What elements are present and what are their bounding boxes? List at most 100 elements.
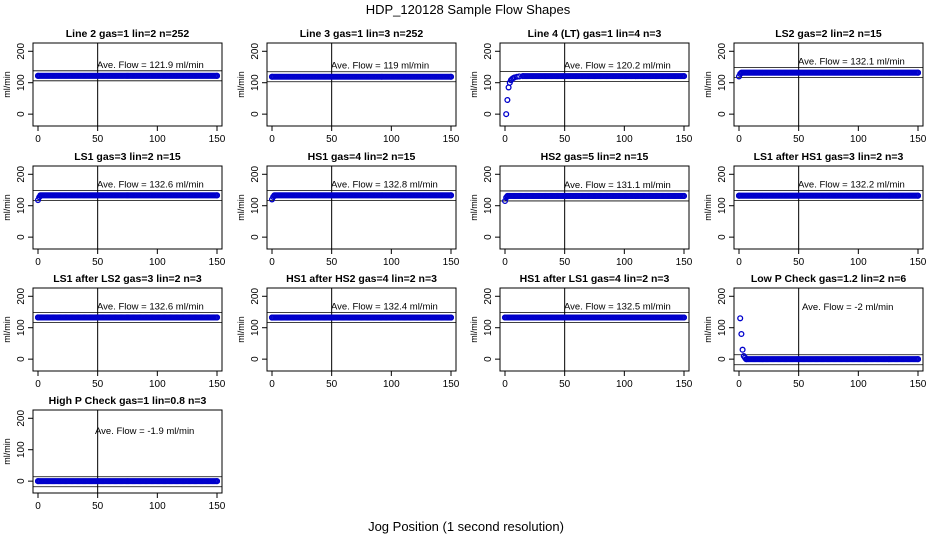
- y-axis-label: ml/min: [469, 316, 479, 343]
- panel-title: High P Check gas=1 lin=0.8 n=3: [49, 395, 207, 407]
- x-tick-label: 0: [35, 501, 41, 512]
- plot-frame: [266, 42, 457, 127]
- data-point: [213, 314, 221, 321]
- x-tick-label: 50: [559, 379, 571, 390]
- data-point: [914, 356, 922, 363]
- y-tick-label: 100: [483, 319, 494, 336]
- x-tick-label: 0: [269, 134, 275, 145]
- data-point: [447, 73, 455, 80]
- y-tick-label: 200: [717, 43, 728, 60]
- chart-panel: HS1 after HS2 gas=4 lin=2 n=3 0 50 100 150 0 1…: [236, 273, 460, 390]
- chart-panel: HS1 gas=4 lin=2 n=15 0 50 100 150 0 100 200 ml/m…: [236, 151, 460, 268]
- y-tick-label: 100: [483, 197, 494, 214]
- x-tick-label: 0: [35, 134, 41, 145]
- x-tick-label: 150: [676, 257, 693, 268]
- panel-title: Line 3 gas=1 lin=3 n=252: [300, 28, 424, 40]
- y-tick-label: 100: [250, 319, 261, 336]
- panel-title: HS1 after HS2 gas=4 lin=2 n=3: [286, 273, 437, 285]
- data-point: [505, 84, 512, 91]
- chart-panel: Line 2 gas=1 lin=2 n=252 0 50 100 150 0 100 200…: [2, 28, 226, 145]
- y-tick-label: 100: [717, 74, 728, 91]
- x-tick-label: 150: [209, 379, 226, 390]
- mean-annotation: Ave. Flow = 132.5 ml/min: [564, 302, 671, 313]
- x-tick-label: 100: [149, 257, 166, 268]
- x-tick-label: 150: [676, 134, 693, 145]
- y-tick-label: 0: [16, 111, 27, 117]
- y-tick-label: 0: [250, 111, 261, 117]
- y-tick-label: 100: [250, 197, 261, 214]
- x-tick-label: 50: [559, 134, 571, 145]
- y-axis-label: ml/min: [2, 316, 12, 343]
- x-tick-label: 50: [92, 134, 104, 145]
- plot-frame: [266, 165, 457, 250]
- y-tick-label: 0: [483, 234, 494, 240]
- x-tick-label: 100: [850, 134, 867, 145]
- panel-title: LS2 gas=2 lin=2 n=15: [775, 28, 882, 40]
- x-tick-label: 100: [149, 134, 166, 145]
- chart-panel: Low P Check gas=1.2 lin=2 n=6 0 50 100 150 0 1…: [703, 273, 927, 390]
- plot-frame: [266, 287, 457, 372]
- plot-frame: [32, 42, 223, 127]
- plot-frame: [733, 287, 924, 372]
- data-point: [213, 72, 221, 79]
- x-tick-label: 150: [209, 257, 226, 268]
- panel-title: HS1 gas=4 lin=2 n=15: [308, 151, 416, 163]
- plot-frame: [733, 42, 924, 127]
- x-tick-label: 50: [326, 134, 338, 145]
- figure-xlabel: Jog Position (1 second resolution): [368, 519, 564, 534]
- mean-annotation: Ave. Flow = 132.8 ml/min: [331, 179, 438, 190]
- mean-annotation: Ave. Flow = 120.2 ml/min: [564, 60, 671, 71]
- data-point: [680, 192, 688, 200]
- plot-frame: [733, 165, 924, 250]
- mean-annotation: Ave. Flow = 131.1 ml/min: [564, 180, 671, 191]
- figure-title: HDP_120128 Sample Flow Shapes: [366, 2, 571, 17]
- mean-annotation: Ave. Flow = -2 ml/min: [802, 302, 893, 313]
- plot-frame: [499, 42, 690, 127]
- plot-frame: [32, 165, 223, 250]
- x-tick-label: 50: [793, 134, 805, 145]
- x-tick-label: 150: [209, 501, 226, 512]
- mean-annotation: Ave. Flow = 132.4 ml/min: [331, 302, 438, 313]
- y-axis-label: ml/min: [236, 71, 246, 98]
- x-tick-label: 50: [92, 501, 104, 512]
- x-tick-label: 100: [383, 134, 400, 145]
- x-tick-label: 100: [616, 379, 633, 390]
- y-axis-label: ml/min: [703, 194, 713, 221]
- x-tick-label: 0: [35, 379, 41, 390]
- chart-panel: LS1 after HS1 gas=3 lin=2 n=3 0 50 100 150 0 1…: [703, 151, 927, 268]
- x-tick-label: 0: [269, 257, 275, 268]
- panel-title: HS2 gas=5 lin=2 n=15: [541, 151, 649, 163]
- y-tick-label: 0: [250, 356, 261, 362]
- y-tick-label: 200: [483, 43, 494, 60]
- data-point: [513, 73, 520, 80]
- y-tick-label: 100: [16, 74, 27, 91]
- panel-title: Line 4 (LT) gas=1 lin=4 n=3: [528, 28, 662, 40]
- x-tick-label: 50: [92, 257, 104, 268]
- y-tick-label: 0: [717, 356, 728, 362]
- data-point: [503, 111, 510, 118]
- data-point: [680, 73, 688, 80]
- x-tick-label: 150: [910, 257, 927, 268]
- mean-annotation: Ave. Flow = 132.1 ml/min: [798, 57, 905, 68]
- panel-title: Line 2 gas=1 lin=2 n=252: [66, 28, 190, 40]
- x-tick-label: 0: [502, 134, 508, 145]
- y-tick-label: 200: [483, 166, 494, 183]
- x-tick-label: 100: [616, 134, 633, 145]
- y-axis-label: ml/min: [703, 71, 713, 98]
- data-point: [501, 197, 509, 205]
- chart-panel: LS1 gas=3 lin=2 n=15 0 50 100 150 0 100 200 ml/m…: [2, 151, 226, 268]
- y-axis-label: ml/min: [2, 71, 12, 98]
- mean-annotation: Ave. Flow = 132.6 ml/min: [97, 301, 204, 312]
- panel-title: HS1 after LS1 gas=4 lin=2 n=3: [520, 273, 670, 285]
- y-tick-label: 200: [717, 166, 728, 183]
- mean-annotation: Ave. Flow = -1.9 ml/min: [95, 426, 194, 437]
- x-tick-label: 0: [736, 134, 742, 145]
- mean-annotation: Ave. Flow = 119 ml/min: [331, 61, 429, 72]
- y-tick-label: 200: [16, 410, 27, 427]
- x-tick-label: 150: [443, 379, 460, 390]
- x-tick-label: 100: [149, 501, 166, 512]
- y-tick-label: 100: [16, 441, 27, 458]
- x-tick-label: 0: [736, 257, 742, 268]
- y-axis-label: ml/min: [703, 316, 713, 343]
- x-tick-label: 100: [383, 257, 400, 268]
